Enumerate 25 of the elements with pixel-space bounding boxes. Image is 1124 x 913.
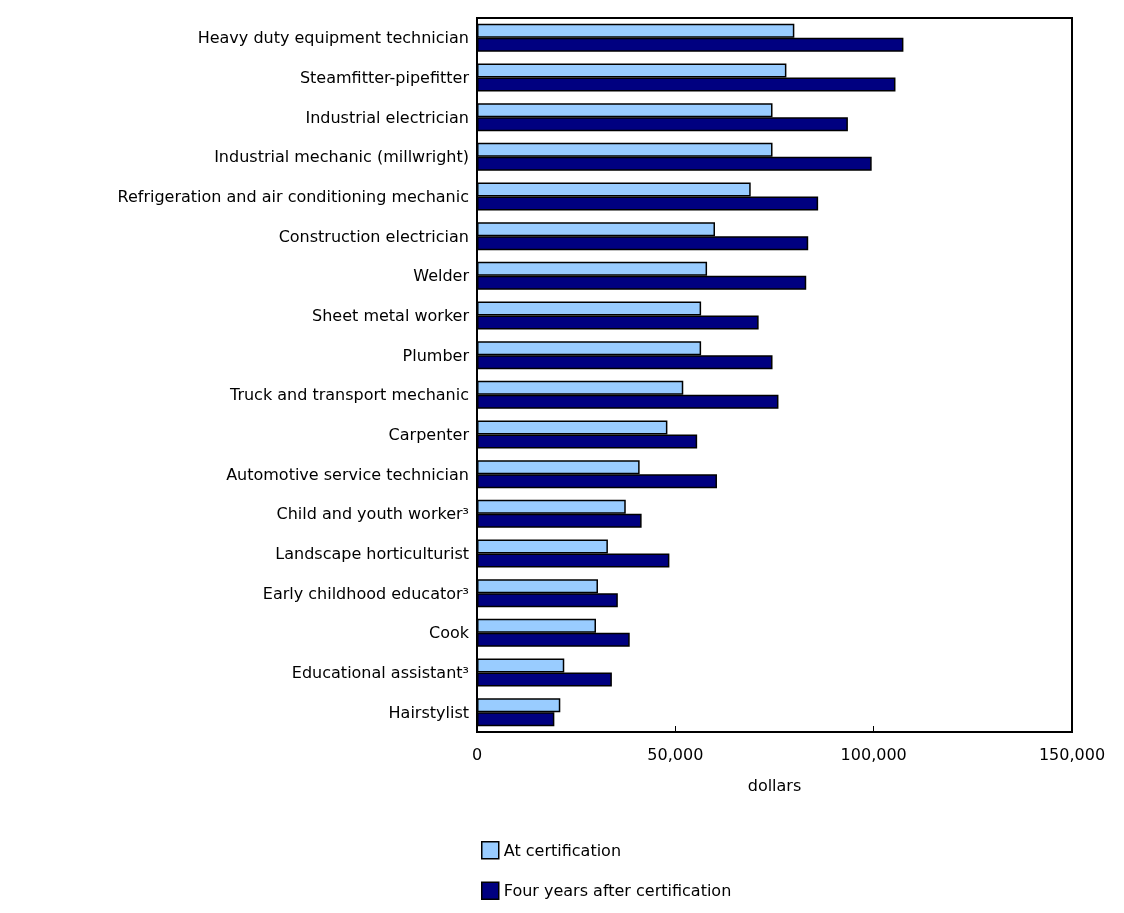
x-tick-label: 50,000 <box>647 744 704 764</box>
y-tick-label: Automotive service technician <box>226 464 469 484</box>
y-tick-label: Construction electrician <box>278 226 469 246</box>
x-tick-label: 0 <box>471 744 483 764</box>
x-tick-label: 100,000 <box>840 744 907 764</box>
y-tick-label: Welder <box>413 266 470 286</box>
y-tick-label: Sheet metal worker <box>312 306 470 325</box>
y-tick-label: Steamfitter-pipefitter <box>299 68 470 87</box>
y-tick-label: Child and youth worker³ <box>276 504 469 524</box>
legend-label: Four years after certification <box>503 881 732 901</box>
x-tick-label: 150,000 <box>1038 744 1106 764</box>
y-tick-label: Carpenter <box>388 425 470 444</box>
y-tick-label: Educational assistant³ <box>291 663 469 682</box>
y-tick-label: Industrial electrician <box>305 107 469 127</box>
y-tick-label: Early childhood educator³ <box>262 583 469 603</box>
y-tick-label: Industrial mechanic (millwright) <box>214 147 469 167</box>
y-tick-label: Truck and transport mechanic <box>228 385 469 405</box>
y-tick-label: Landscape horticulturist <box>275 544 469 563</box>
y-tick-label: Heavy duty equipment technician <box>197 28 469 48</box>
y-tick-label: Cook <box>428 623 470 643</box>
y-tick-label: Refrigeration and air conditioning mechanic <box>117 187 469 206</box>
y-tick-label: Hairstylist <box>388 702 469 722</box>
legend-label: At certification <box>503 840 622 860</box>
y-tick-label: Plumber <box>402 345 470 365</box>
x-axis-title: dollars <box>747 775 802 795</box>
